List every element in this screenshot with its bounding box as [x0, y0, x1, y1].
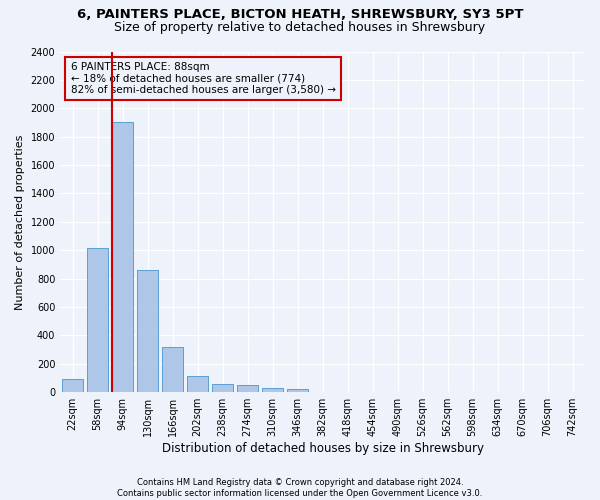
Text: Contains HM Land Registry data © Crown copyright and database right 2024.
Contai: Contains HM Land Registry data © Crown c… — [118, 478, 482, 498]
Bar — [137, 270, 158, 392]
Text: Size of property relative to detached houses in Shrewsbury: Size of property relative to detached ho… — [115, 21, 485, 34]
Bar — [112, 122, 133, 392]
Bar — [287, 390, 308, 392]
Bar — [237, 385, 258, 392]
Bar — [187, 376, 208, 392]
Text: 6, PAINTERS PLACE, BICTON HEATH, SHREWSBURY, SY3 5PT: 6, PAINTERS PLACE, BICTON HEATH, SHREWSB… — [77, 8, 523, 20]
Text: 6 PAINTERS PLACE: 88sqm
← 18% of detached houses are smaller (774)
82% of semi-d: 6 PAINTERS PLACE: 88sqm ← 18% of detache… — [71, 62, 335, 95]
Bar — [87, 248, 108, 392]
Bar — [212, 384, 233, 392]
X-axis label: Distribution of detached houses by size in Shrewsbury: Distribution of detached houses by size … — [161, 442, 484, 455]
Y-axis label: Number of detached properties: Number of detached properties — [15, 134, 25, 310]
Bar — [262, 388, 283, 392]
Bar — [62, 378, 83, 392]
Bar — [162, 348, 183, 392]
